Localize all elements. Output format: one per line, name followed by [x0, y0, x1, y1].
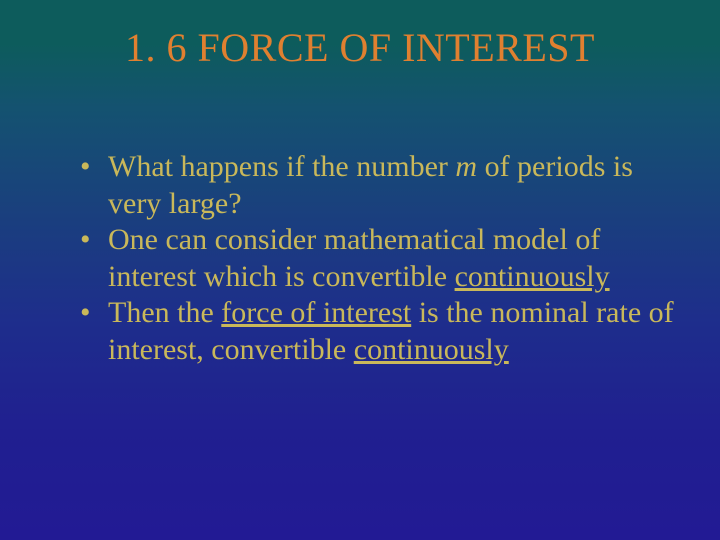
bullet-text: Then the — [108, 296, 221, 329]
underlined-text: continuously — [455, 260, 610, 293]
bullet-text: What happens if the number — [108, 150, 455, 183]
underlined-text: continuously — [354, 333, 509, 366]
slide-title: 1. 6 FORCE OF INTEREST — [40, 24, 680, 71]
bullet-list: What happens if the number m of periods … — [40, 149, 680, 369]
underlined-text: force of interest — [221, 296, 411, 329]
list-item: Then the force of interest is the nomina… — [80, 295, 680, 368]
slide: 1. 6 FORCE OF INTEREST What happens if t… — [0, 0, 720, 540]
list-item: What happens if the number m of periods … — [80, 149, 680, 222]
list-item: One can consider mathematical model of i… — [80, 222, 680, 295]
italic-text: m — [455, 150, 477, 183]
